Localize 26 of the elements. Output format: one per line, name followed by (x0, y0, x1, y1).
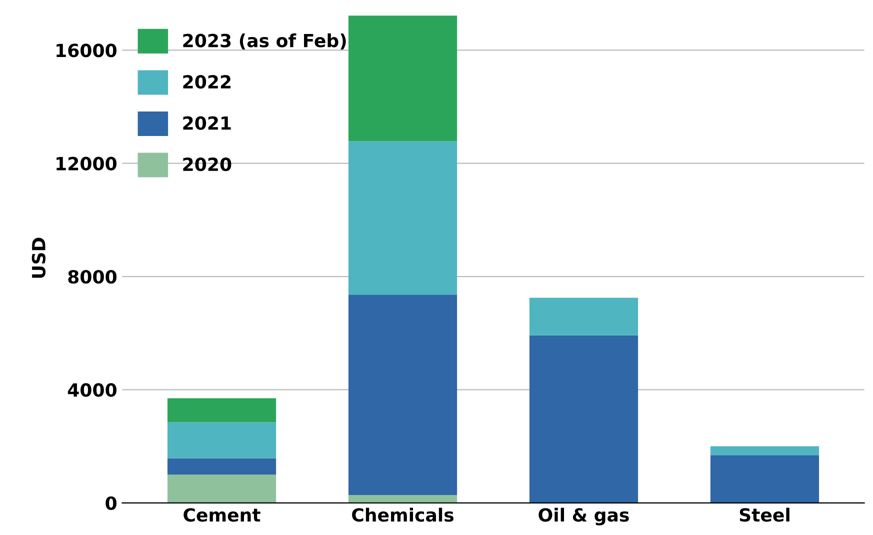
bar (348, 16, 458, 142)
y-tick-label: 0 (106, 496, 116, 510)
x-tick-label: Chemicals (352, 508, 454, 522)
bar (167, 458, 276, 475)
bar (348, 141, 458, 295)
y-tick-label: 16000 (56, 44, 116, 58)
legend-label: 2023 (as of Feb) (183, 33, 346, 50)
bar (710, 446, 820, 456)
y-tick-label: 4000 (68, 383, 116, 397)
y-tick-label: 12000 (56, 156, 116, 170)
legend-label: 2020 (183, 158, 232, 172)
bar (710, 455, 820, 503)
legend-label: 2022 (183, 74, 230, 89)
bar (529, 298, 638, 336)
x-tick-label: Steel (740, 508, 790, 522)
bar (529, 335, 638, 503)
y-axis-title: USD (32, 238, 46, 278)
legend-label: 2021 (183, 116, 231, 130)
y-tick-label: 8000 (68, 270, 116, 284)
bar (167, 422, 276, 458)
bar (348, 494, 458, 503)
bar (167, 474, 276, 503)
bar (167, 398, 276, 422)
bar (348, 294, 458, 495)
x-tick-label: Cement (184, 508, 260, 522)
x-tick-label: Oil & gas (538, 508, 629, 526)
